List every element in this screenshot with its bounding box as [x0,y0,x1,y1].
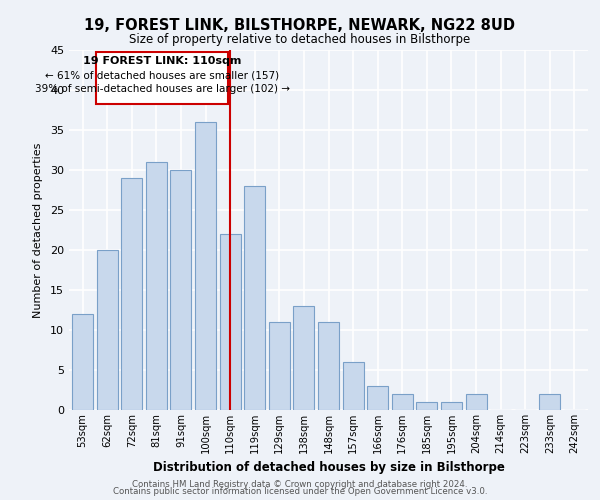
Text: Contains public sector information licensed under the Open Government Licence v3: Contains public sector information licen… [113,487,487,496]
Bar [318,322,339,410]
Bar [146,162,167,410]
Bar [97,250,118,410]
Bar [121,178,142,410]
Bar [466,394,487,410]
Bar [343,362,364,410]
FancyBboxPatch shape [96,52,228,104]
Bar [441,402,462,410]
Bar [220,234,241,410]
Text: 19, FOREST LINK, BILSTHORPE, NEWARK, NG22 8UD: 19, FOREST LINK, BILSTHORPE, NEWARK, NG2… [85,18,515,32]
Bar [244,186,265,410]
Bar [170,170,191,410]
Bar [539,394,560,410]
Bar [195,122,216,410]
Text: 39% of semi-detached houses are larger (102) →: 39% of semi-detached houses are larger (… [35,84,290,94]
Bar [269,322,290,410]
Bar [416,402,437,410]
Text: 19 FOREST LINK: 110sqm: 19 FOREST LINK: 110sqm [83,56,241,66]
Y-axis label: Number of detached properties: Number of detached properties [33,142,43,318]
Bar [72,314,93,410]
Text: ← 61% of detached houses are smaller (157): ← 61% of detached houses are smaller (15… [45,70,279,80]
Text: Size of property relative to detached houses in Bilsthorpe: Size of property relative to detached ho… [130,32,470,46]
Text: Contains HM Land Registry data © Crown copyright and database right 2024.: Contains HM Land Registry data © Crown c… [132,480,468,489]
Bar [367,386,388,410]
X-axis label: Distribution of detached houses by size in Bilsthorpe: Distribution of detached houses by size … [152,462,505,474]
Bar [392,394,413,410]
Bar [293,306,314,410]
